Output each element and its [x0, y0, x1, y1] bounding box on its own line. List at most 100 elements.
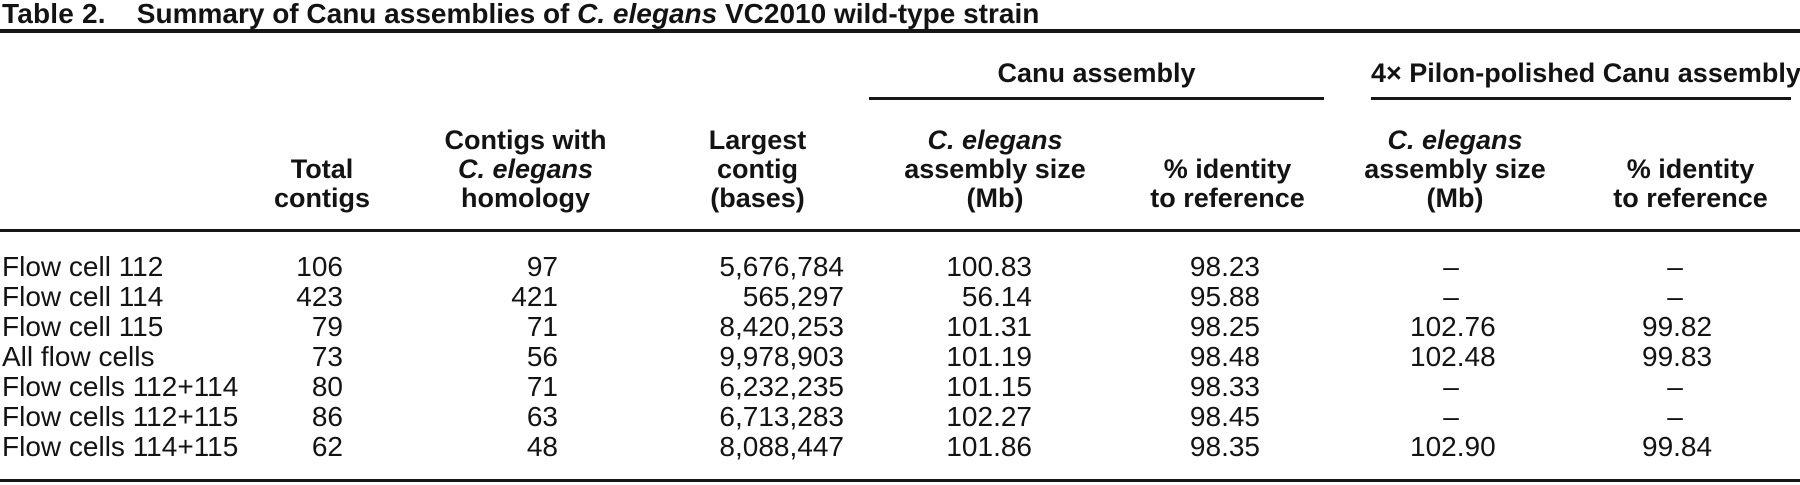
cell-value: 102.48: [1325, 340, 1545, 372]
header-line: (Mb): [966, 182, 1024, 213]
cell-value: 48: [360, 431, 575, 462]
cell-value: 8,420,253: [575, 310, 860, 342]
numeric-value: 99.82: [1642, 310, 1713, 342]
numeric-value: 8,420,253: [719, 310, 844, 342]
numeric-value: 8,088,447: [719, 430, 844, 462]
cell-value: 98.35: [1130, 430, 1325, 462]
header-line-species: C. elegans: [1387, 124, 1523, 155]
numeric-value: 102.76: [1410, 310, 1496, 342]
numeric-value: 102.48: [1410, 340, 1496, 372]
cell-value: 102.27: [860, 401, 1130, 432]
table-row: Flow cells 112+115 86 63 6,713,283 102.27 98.…: [0, 400, 1800, 432]
header-line-species: C. elegans: [457, 153, 594, 184]
column-header-total-contigs: Total contigs: [260, 100, 370, 232]
numeric-value: 423: [296, 280, 343, 312]
table-row: All flow cells 73 56 9,978,903 101.19 98.48 10…: [0, 340, 1800, 372]
cell-value: –: [1545, 280, 1800, 312]
numeric-value: 80: [311, 370, 343, 402]
numeric-value: 98.45: [1189, 400, 1260, 432]
cell-value: 98.33: [1130, 371, 1325, 402]
table-row: Flow cell 112 106 97 5,676,784 100.83 98.23 – –: [0, 230, 1800, 282]
cell-value: 99.82: [1545, 310, 1800, 342]
header-line: Total: [290, 153, 354, 184]
column-group-canu: Canu assembly: [860, 33, 1325, 100]
numeric-value: 101.31: [946, 310, 1032, 342]
cell-value: 73: [260, 341, 360, 372]
row-label: Flow cells 114+115: [2, 430, 239, 462]
cell-value: 95.88: [1130, 280, 1325, 312]
numeric-value: 98.23: [1189, 250, 1260, 282]
numeric-value: 62: [311, 430, 343, 462]
no-data-marker: –: [1443, 250, 1459, 282]
header-line: Largest: [708, 124, 807, 155]
cell-value: –: [1545, 230, 1800, 282]
header-line: to reference: [1613, 182, 1768, 213]
numeric-value: 98.48: [1189, 340, 1260, 372]
numeric-value: 100.83: [946, 250, 1032, 282]
table-caption-text: Summary of Canu assemblies of C. elegans…: [137, 0, 1040, 29]
row-label: Flow cells 112+115: [2, 400, 239, 432]
cell-value: 99.83: [1545, 341, 1800, 372]
column-group-pilon-label: 4× Pilon-polished Canu assembly: [1371, 60, 1800, 100]
caption-suffix: VC2010 wild-type strain: [717, 0, 1040, 29]
numeric-value: 99.84: [1642, 430, 1713, 462]
column-header-pilon-assembly-size: C. elegans assembly size (Mb): [1325, 100, 1546, 232]
cell-value: 5,676,784: [575, 230, 860, 282]
cell-value: 71: [360, 371, 575, 402]
table-bottom-rule: [0, 478, 1800, 482]
header-line: % identity: [1626, 153, 1755, 184]
numeric-value: 565,297: [742, 280, 844, 312]
column-group-pilon: 4× Pilon-polished Canu assembly: [1325, 33, 1800, 100]
cell-value: 102.76: [1325, 310, 1545, 342]
no-data-marker: –: [1667, 400, 1683, 432]
no-data-marker: –: [1443, 280, 1459, 312]
numeric-value: 95.88: [1189, 280, 1260, 312]
no-data-marker: –: [1667, 370, 1683, 402]
numeric-value: 6,232,235: [719, 370, 844, 402]
header-line: assembly size: [904, 153, 1086, 184]
cell-value: –: [1545, 400, 1800, 432]
column-header-canu-assembly-size: C. elegans assembly size (Mb): [860, 100, 1130, 232]
cell-value: –: [1325, 230, 1545, 282]
numeric-value: 79: [311, 310, 343, 342]
cell-value: 101.31: [860, 310, 1130, 342]
numeric-value: 106: [296, 250, 343, 282]
header-line: homology: [461, 182, 590, 213]
group-spacer: [0, 33, 860, 100]
numeric-value: 98.25: [1189, 310, 1260, 342]
numeric-value: 102.90: [1410, 430, 1496, 462]
column-header-largest-contig: Largest contig (bases): [575, 100, 860, 232]
column-group-row: Canu assembly 4× Pilon-polished Canu ass…: [0, 33, 1800, 100]
table-number: Table 2.: [2, 0, 106, 29]
numeric-value: 86: [311, 400, 343, 432]
header-line: assembly size: [1364, 153, 1546, 184]
cell-value: 56: [360, 341, 575, 372]
cell-value: 99.84: [1545, 430, 1800, 462]
cell-value: 423: [260, 280, 360, 312]
numeric-value: 71: [526, 310, 558, 342]
table-row: Flow cell 115 79 71 8,420,253 101.31 98.25 102…: [0, 310, 1800, 342]
no-data-marker: –: [1667, 280, 1683, 312]
no-data-marker: –: [1443, 400, 1459, 432]
header-line: % identity: [1163, 153, 1292, 184]
cell-value: 102.90: [1325, 430, 1545, 462]
header-line: Contigs with: [444, 124, 607, 155]
numeric-value: 98.35: [1189, 430, 1260, 462]
cell-value: 6,232,235: [575, 370, 860, 402]
cell-value: 71: [360, 310, 575, 342]
cell-value: 86: [260, 400, 360, 432]
column-header-pilon-identity: % identity to reference: [1545, 100, 1800, 232]
cell-value: 63: [360, 401, 575, 432]
row-label: Flow cell 115: [2, 310, 164, 342]
table-row: Flow cell 114 423 421 565,297 56.14 95.88 – –: [0, 280, 1800, 312]
header-line: (bases): [710, 182, 805, 213]
header-line: contig: [717, 153, 798, 184]
table-body: Flow cell 112 106 97 5,676,784 100.83 98.23– –…: [0, 230, 1800, 462]
cell-value: 79: [260, 310, 360, 342]
cell-value: 8,088,447: [575, 430, 860, 462]
numeric-value: 9,978,903: [719, 340, 844, 372]
cell-value: 98.48: [1130, 340, 1325, 372]
table-caption: Table 2. Summary of Canu assemblies of C.…: [0, 0, 1800, 33]
numeric-value: 6,713,283: [719, 400, 844, 432]
